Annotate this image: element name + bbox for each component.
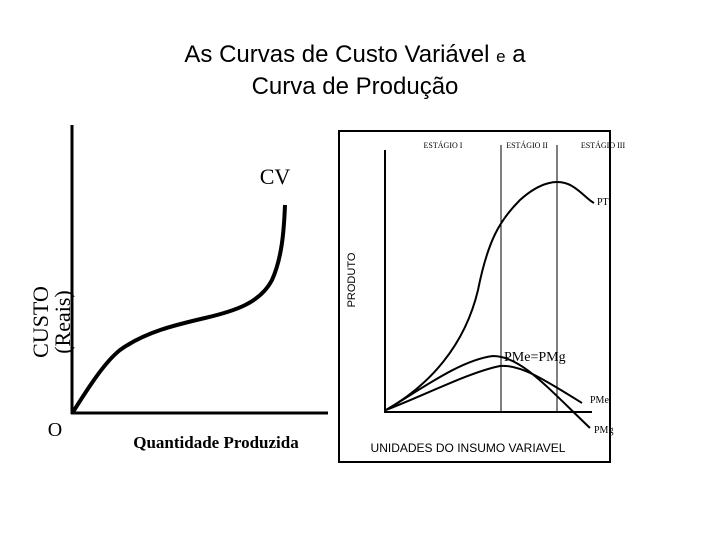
title-part: As Curvas de Custo Variável bbox=[184, 41, 489, 68]
curve-label: PMe bbox=[590, 395, 609, 406]
stage-label: ESTÁGIO I bbox=[424, 140, 463, 150]
title-line-1: As Curvas de Custo Variável e a bbox=[184, 41, 526, 68]
pme-curve bbox=[385, 364, 583, 411]
curve-label: PMg bbox=[594, 425, 613, 436]
y-axis-label: CUSTO (Reais) bbox=[28, 286, 75, 358]
title-part: e bbox=[496, 47, 505, 66]
y-axis-label: PRODUTO bbox=[346, 252, 358, 307]
x-axis-label: Quantidade Produzida bbox=[133, 433, 299, 452]
x-axis-label: UNIDADES DO INSUMO VARIAVEL bbox=[371, 441, 566, 455]
stage-label: ESTÁGIO III bbox=[581, 140, 626, 150]
pmg-curve bbox=[385, 354, 591, 429]
title-line-2: Curva de Produção bbox=[252, 73, 459, 100]
curve-label: CV bbox=[260, 164, 291, 189]
origin-label: O bbox=[48, 419, 62, 441]
stage-label: ESTÁGIO II bbox=[506, 140, 548, 150]
panel-border bbox=[338, 130, 611, 463]
y-axis-label-line: (Reais) bbox=[50, 290, 75, 354]
y-axis-label-line: CUSTO bbox=[28, 286, 53, 358]
curve-label: PT bbox=[597, 197, 609, 208]
cv-curve bbox=[71, 204, 287, 414]
curve-label: PMe=PMg bbox=[504, 350, 566, 365]
pt-curve bbox=[385, 181, 595, 411]
title-part: a bbox=[512, 41, 526, 68]
